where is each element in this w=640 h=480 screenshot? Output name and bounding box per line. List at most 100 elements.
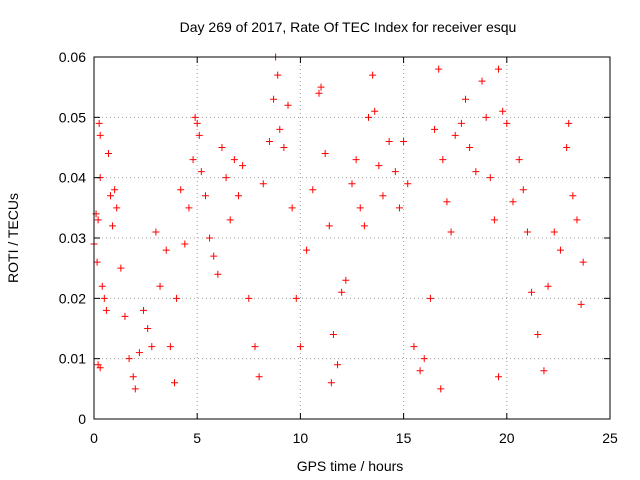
data-point [325,222,333,230]
data-point [259,180,267,188]
data-point [166,343,174,351]
data-point [189,156,197,164]
x-tick-label: 10 [293,430,309,446]
data-point [284,101,292,109]
data-point [334,361,342,369]
data-point [201,192,209,200]
data-point [274,71,282,79]
data-point [540,367,548,375]
data-point [148,343,156,351]
data-point [104,150,112,158]
data-point [296,343,304,351]
data-point [329,331,337,339]
data-point [400,137,408,145]
data-point [191,113,199,121]
data-point [129,373,137,381]
data-point [391,168,399,176]
data-point [131,385,139,393]
data-point [342,276,350,284]
data-point [117,264,125,272]
data-point [292,294,300,302]
data-point [230,156,238,164]
plot-frame [93,56,611,420]
data-point [519,186,527,194]
data-point [472,168,480,176]
data-point [226,216,234,224]
data-point [356,204,364,212]
x-tick-label: 25 [602,430,618,446]
data-point [270,95,278,103]
data-point [251,343,259,351]
data-point [385,137,393,145]
data-point [152,228,160,236]
data-point [490,216,498,224]
data-point [255,373,263,381]
data-point [443,198,451,206]
data-point [303,246,311,254]
data-point [352,156,360,164]
data-point [309,186,317,194]
data-point [234,192,242,200]
x-axis-title: GPS time / hours [297,458,404,474]
y-tick-label: 0.03 [59,230,86,246]
x-tick-label: 0 [90,430,98,446]
data-point [550,228,558,236]
data-point [109,222,117,230]
data-point [395,204,403,212]
data-point [144,325,152,332]
data-point [416,367,424,375]
data-point [457,119,465,127]
data-point [348,180,356,188]
data-point [98,282,106,290]
data-point [96,131,104,139]
data-point [93,258,101,266]
data-point [140,306,148,314]
data-point [317,83,325,91]
data-point [462,95,470,103]
data-point [96,364,104,372]
data-point [107,192,115,200]
data-point [495,65,503,73]
data-point [173,294,181,302]
data-point [218,144,226,151]
data-point [437,385,445,393]
data-point [195,131,203,139]
data-point [447,228,455,236]
data-point [577,300,585,308]
data-point [177,186,185,194]
data-point [563,144,571,151]
data-point [365,113,373,121]
data-point [360,222,368,230]
data-point [478,77,486,85]
data-point [404,180,412,188]
axis-ticks: 0 0.01 0.02 0.03 0.04 0.05 0.06 0 5 10 15 20 25 [59,49,618,446]
data-point [288,204,296,212]
data-point [245,294,253,302]
data-point [210,252,218,260]
data-point [371,107,379,115]
y-tick-label: 0.06 [59,49,86,65]
data-point [111,186,119,194]
grid-layer [94,57,610,419]
data-point [102,306,110,314]
data-point [170,379,178,387]
data-point [222,174,230,182]
data-point [135,349,143,357]
data-point [162,246,170,254]
data-point [95,119,103,127]
y-tick-label: 0.05 [59,109,86,125]
y-tick-label: 0.02 [59,290,86,306]
data-point [94,216,102,224]
data-point [327,379,335,387]
data-point [181,240,189,248]
data-point [565,119,573,127]
data-point [121,312,129,320]
data-point [375,162,383,170]
data-point [435,65,443,73]
data-point [534,331,542,339]
data-point [451,131,459,139]
y-tick-label: 0.01 [59,351,86,367]
chart-title: Day 269 of 2017, Rate Of TEC Index for r… [180,19,517,35]
data-point [439,156,447,164]
